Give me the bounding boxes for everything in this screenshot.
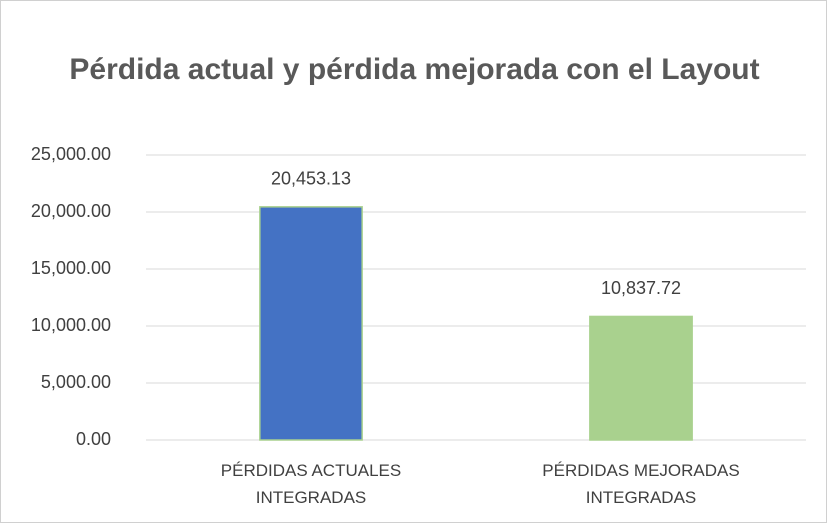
chart-title: Pérdida actual y pérdida mejorada con el… — [69, 53, 760, 86]
bar — [589, 315, 693, 441]
y-tick-label: 20,000.00 — [31, 201, 111, 221]
data-label: 10,837.72 — [601, 278, 681, 298]
x-tick-label: PÉRDIDAS ACTUALES INTEGRADAS — [220, 461, 402, 507]
y-tick-label: 15,000.00 — [31, 258, 111, 278]
y-tick-label: 25,000.00 — [31, 144, 111, 164]
y-tick-label: 5,000.00 — [41, 372, 111, 392]
y-tick-label: 0.00 — [76, 429, 111, 449]
y-tick-label: 10,000.00 — [31, 315, 111, 335]
data-label: 20,453.13 — [271, 169, 351, 189]
x-tick-label: PÉRDIDAS MEJORADAS INTEGRADAS — [542, 461, 740, 507]
bar — [259, 206, 363, 441]
